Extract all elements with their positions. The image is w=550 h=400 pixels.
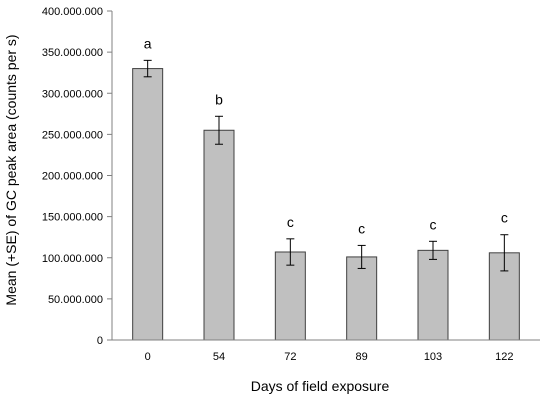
x-axis-ticks: 0 54 72 89 103 122: [145, 351, 514, 363]
significance-letter: a: [144, 35, 152, 51]
bar: [346, 256, 378, 341]
x-tick-label: 54: [213, 351, 225, 363]
error-bars: [143, 59, 509, 272]
bar: [132, 68, 164, 341]
x-tick-label: 89: [356, 351, 368, 363]
y-tick-label: 200.000.000: [42, 171, 103, 183]
x-tick-label: 72: [284, 351, 296, 363]
x-tick-label: 103: [424, 351, 442, 363]
significance-labels: a b c c c c: [144, 35, 508, 236]
y-tick-label: 100.000.000: [42, 253, 103, 265]
bar: [203, 129, 235, 341]
y-tick-label: 250.000.000: [42, 129, 103, 141]
significance-letter: c: [501, 210, 508, 226]
y-axis-ticks: 0 50.000.000 100.000.000 150.000.000 200.000…: [42, 6, 112, 347]
y-tick-label: 50.000.000: [48, 294, 103, 306]
y-axis-title: Mean (+SE) of GC peak area (counts per s…: [3, 34, 19, 305]
y-tick-label: 150.000.000: [42, 212, 103, 224]
significance-letter: c: [287, 214, 294, 230]
x-axis-title: Days of field exposure: [251, 378, 390, 394]
y-tick-label: 0: [97, 335, 103, 347]
bar: [417, 249, 449, 341]
x-tick-label: 0: [145, 351, 151, 363]
significance-letter: b: [215, 91, 223, 107]
significance-letter: c: [358, 220, 365, 236]
x-tick-label: 122: [495, 351, 513, 363]
bars: [132, 68, 520, 341]
y-tick-label: 350.000.000: [42, 47, 103, 59]
significance-letter: c: [430, 216, 437, 232]
y-tick-label: 400.000.000: [42, 6, 103, 18]
y-tick-label: 300.000.000: [42, 88, 103, 100]
